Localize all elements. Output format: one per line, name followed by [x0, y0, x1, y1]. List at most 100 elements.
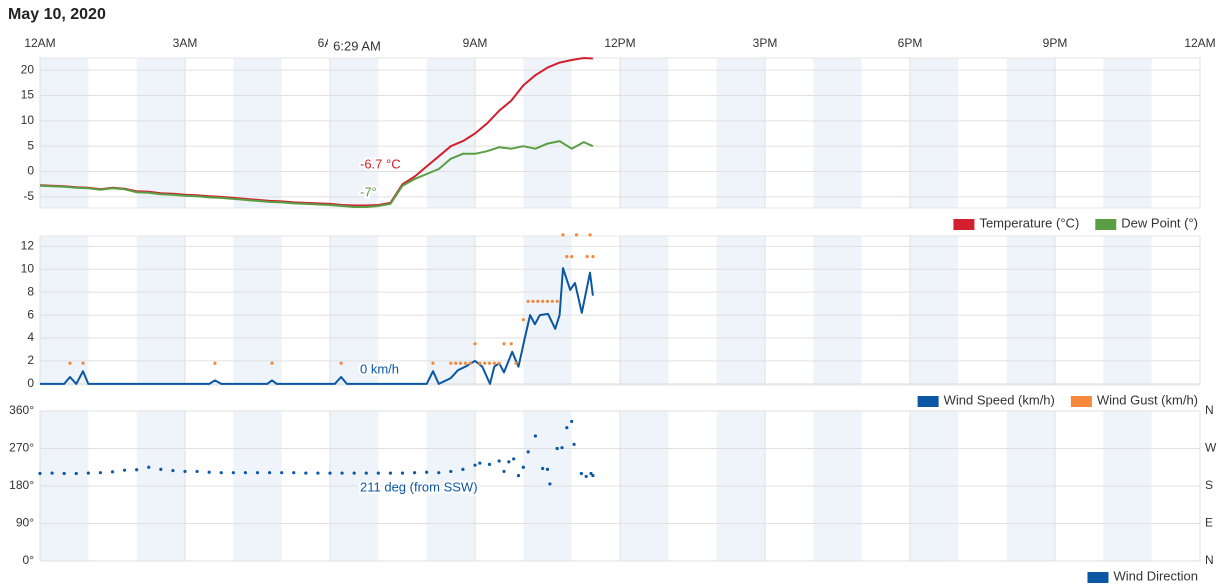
- data-point: [478, 361, 482, 365]
- data-point: [565, 255, 569, 259]
- data-point: [526, 450, 530, 454]
- hour-band: [620, 236, 669, 385]
- data-point: [110, 470, 115, 474]
- data-point: [267, 471, 272, 475]
- hour-band: [813, 236, 862, 385]
- data-point: [533, 434, 538, 438]
- data-point: [213, 361, 217, 365]
- hour-band: [426, 58, 475, 208]
- data-point: [545, 299, 550, 303]
- data-point: [591, 473, 595, 478]
- data-point: [512, 457, 516, 461]
- data-point: [316, 471, 320, 475]
- data-point: [339, 361, 343, 365]
- data-point: [589, 471, 593, 476]
- legend-swatch: [953, 219, 975, 230]
- data-point: [74, 471, 78, 476]
- hour-band: [910, 58, 959, 208]
- hour-band: [620, 58, 669, 208]
- y-tick-label: 0: [27, 164, 34, 178]
- data-point: [412, 471, 417, 475]
- data-point: [541, 299, 545, 303]
- data-point: [555, 446, 559, 451]
- hour-band: [136, 236, 185, 385]
- data-point: [492, 361, 496, 365]
- data-point: [207, 470, 211, 474]
- y2-tick-label: W: [1205, 441, 1217, 455]
- legend-label: Wind Gust (km/h): [1097, 392, 1198, 407]
- hour-band: [1006, 236, 1055, 385]
- hour-band: [1103, 236, 1152, 385]
- hour-band: [330, 236, 379, 385]
- hour-band: [233, 58, 282, 208]
- hover-label: 211 deg (from SSW): [360, 479, 478, 494]
- y-tick-label: 6: [27, 307, 34, 321]
- data-point: [243, 471, 248, 475]
- data-point: [38, 471, 42, 476]
- data-point: [68, 361, 72, 365]
- y-tick-label: 10: [21, 261, 35, 275]
- y-tick-label: 0°: [23, 553, 35, 567]
- y-tick-label: 360°: [9, 403, 34, 417]
- data-point: [570, 255, 574, 259]
- data-point: [304, 471, 308, 475]
- hour-band: [40, 58, 89, 208]
- data-point: [502, 342, 506, 346]
- chart-title: May 10, 2020: [8, 6, 106, 23]
- data-point: [219, 471, 223, 475]
- x-tick-label: 6PM: [898, 36, 923, 50]
- x-tick-label: 9AM: [463, 36, 488, 50]
- y-tick-label: 0: [27, 376, 34, 390]
- data-point: [376, 471, 380, 475]
- data-point: [50, 471, 54, 475]
- series-line: [39, 140, 594, 208]
- y-tick-label: -5: [23, 189, 34, 203]
- data-point: [122, 468, 127, 472]
- y2-tick-label: N: [1205, 403, 1214, 417]
- hour-band: [523, 236, 572, 385]
- y2-tick-label: N: [1205, 553, 1214, 567]
- data-point: [483, 361, 487, 365]
- data-point: [473, 463, 477, 467]
- hour-band: [233, 236, 282, 385]
- data-point: [340, 471, 344, 475]
- data-point: [584, 474, 588, 479]
- data-point: [579, 471, 583, 476]
- data-point: [497, 459, 501, 463]
- data-point: [328, 471, 332, 475]
- data-point: [497, 361, 501, 365]
- legend-swatch: [917, 396, 939, 407]
- x-tick-label: 12PM: [604, 36, 635, 50]
- data-point: [560, 446, 564, 450]
- hover-label: 0 km/h: [360, 361, 399, 376]
- data-point: [195, 469, 199, 474]
- legend-swatch: [1095, 219, 1117, 230]
- data-point: [62, 471, 66, 476]
- y-tick-label: 4: [27, 330, 34, 344]
- data-point: [548, 482, 552, 486]
- legend-swatch: [1070, 396, 1092, 407]
- data-point: [171, 468, 175, 473]
- data-point: [487, 462, 492, 466]
- x-tick-label: 9PM: [1043, 36, 1068, 50]
- data-point: [541, 466, 545, 471]
- data-point: [292, 471, 296, 475]
- y-tick-label: 8: [27, 284, 34, 298]
- data-point: [255, 471, 260, 475]
- data-point: [531, 299, 535, 303]
- data-point: [521, 465, 525, 469]
- y-tick-label: 90°: [16, 516, 34, 530]
- data-point: [502, 469, 506, 474]
- data-point: [231, 471, 235, 475]
- hover-label: -7°: [360, 184, 377, 199]
- data-point: [461, 467, 465, 471]
- data-point: [545, 467, 550, 471]
- data-point: [570, 419, 574, 424]
- hour-band: [330, 58, 379, 208]
- y-tick-label: 5: [27, 138, 34, 152]
- y2-tick-label: S: [1205, 478, 1213, 492]
- x-tick-label: 3AM: [173, 36, 198, 50]
- data-point: [463, 361, 467, 365]
- y-tick-label: 10: [21, 113, 35, 127]
